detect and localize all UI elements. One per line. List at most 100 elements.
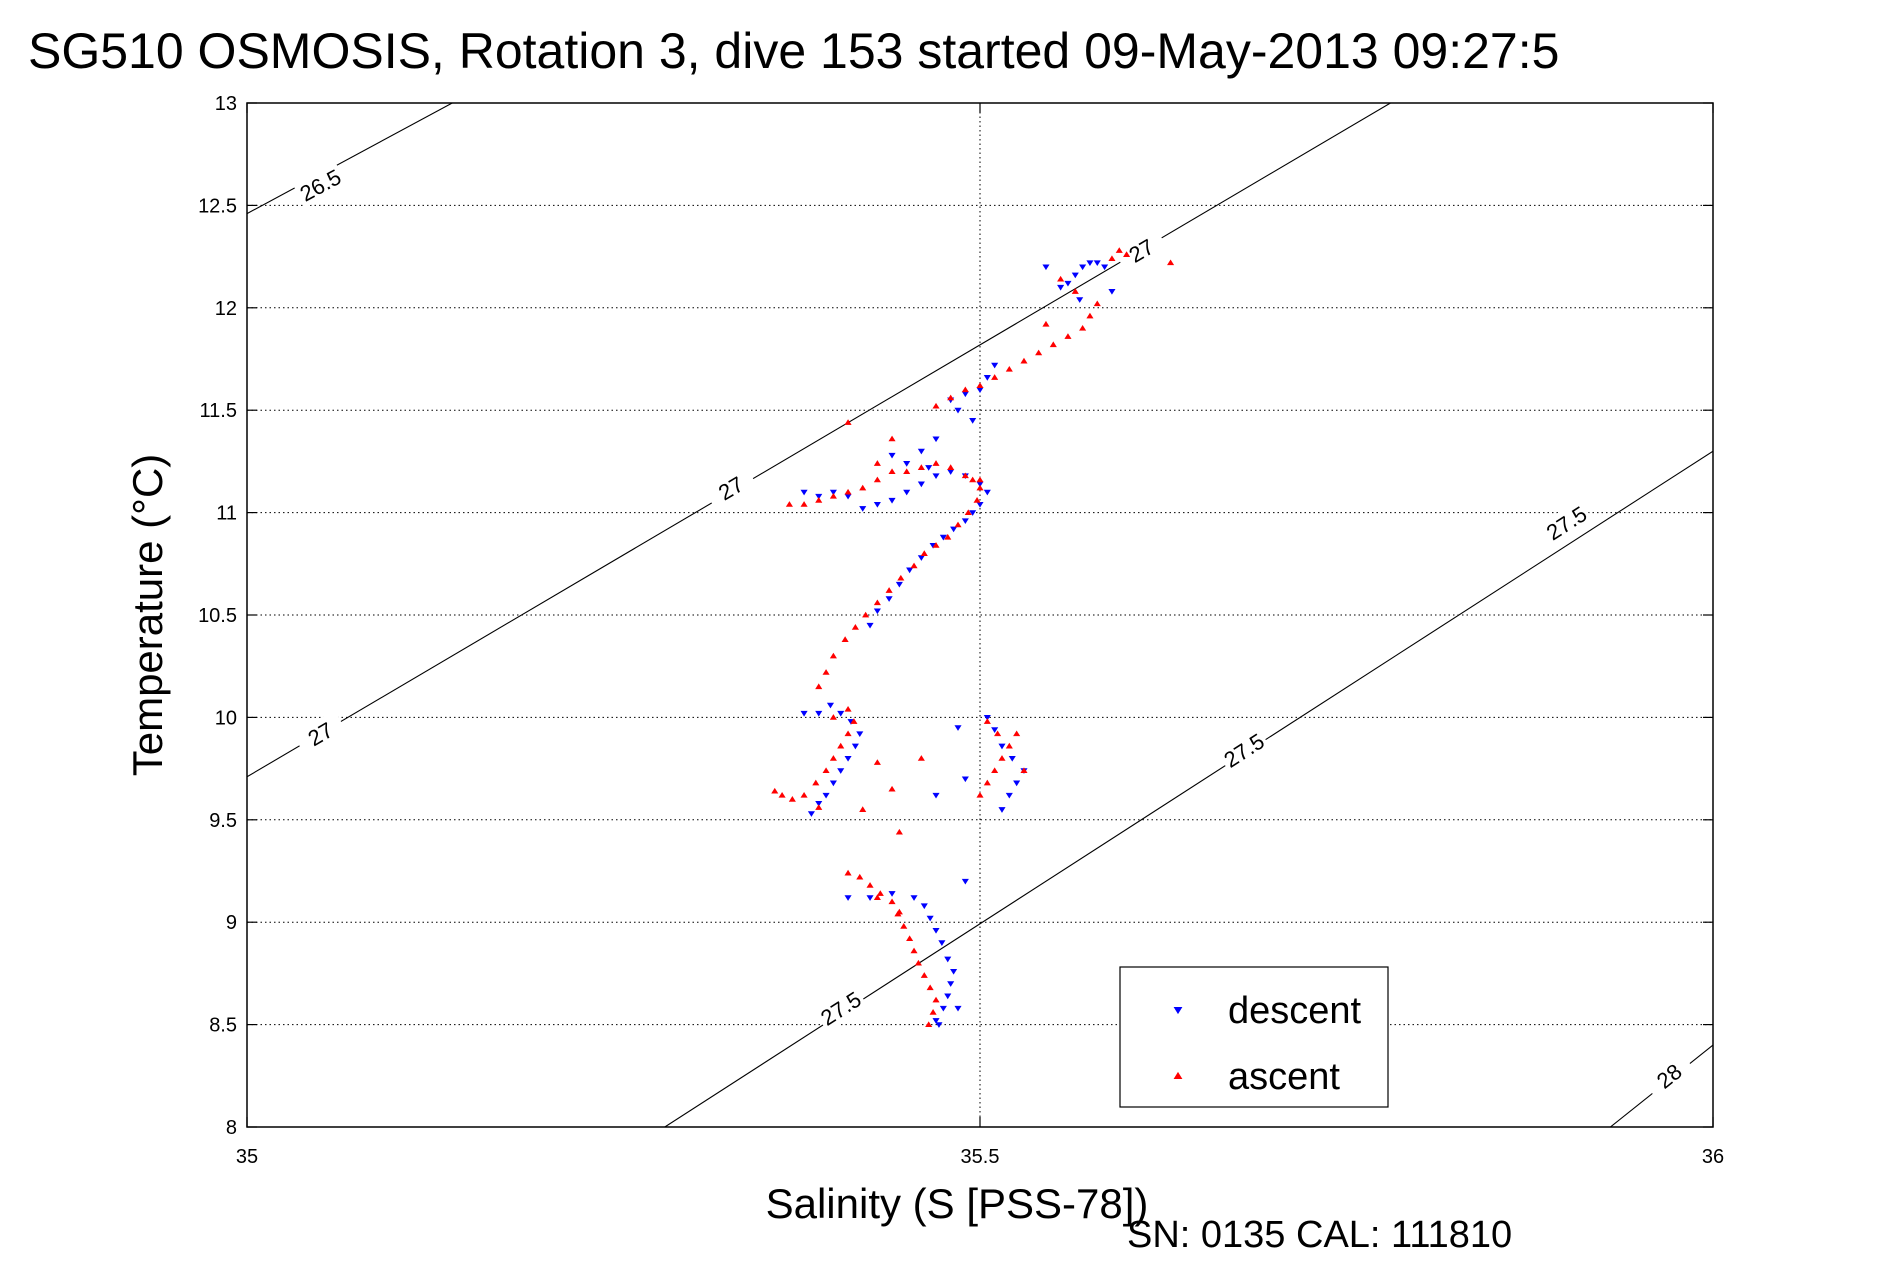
y-tick-label: 9 <box>226 912 237 934</box>
ascent-point <box>1020 767 1028 774</box>
contour-label-bg <box>1216 726 1272 775</box>
ascent-point <box>1013 730 1021 737</box>
descent-point <box>888 452 896 459</box>
ascent-point <box>1079 325 1087 331</box>
legend: descent ascent <box>1119 966 1389 1108</box>
ascent-point <box>873 894 881 901</box>
descent-point <box>866 622 874 629</box>
contour-line-26.5 <box>247 103 453 215</box>
y-tick-label: 12.5 <box>198 195 237 217</box>
ascent-point <box>914 959 922 966</box>
descent-point <box>1108 289 1116 295</box>
ascent-point <box>910 562 918 569</box>
ascent-point <box>920 972 928 978</box>
descent-point <box>932 473 940 480</box>
descent-point <box>1008 755 1016 762</box>
ascent-point <box>1123 251 1131 257</box>
ascent-point <box>829 652 837 659</box>
descent-point <box>983 375 991 381</box>
y-tick-label: 8.5 <box>209 1015 237 1037</box>
ascent-point <box>888 898 896 905</box>
descent-point <box>932 792 940 799</box>
descent-point <box>829 489 837 496</box>
descent-point <box>844 895 852 901</box>
ascent-point <box>983 779 991 786</box>
descent-point <box>1042 264 1050 271</box>
legend-box <box>1119 966 1389 1108</box>
ascent-point <box>1071 288 1079 294</box>
descent-point <box>866 895 874 901</box>
descent-point <box>947 469 955 475</box>
ascent-point <box>829 714 837 720</box>
descent-point <box>932 436 940 443</box>
descent-point <box>935 1022 943 1028</box>
descent-point <box>895 581 903 588</box>
ascent-point <box>1108 255 1116 262</box>
ascent-point <box>873 759 881 765</box>
descent-point <box>815 493 823 500</box>
ascent-point <box>983 718 991 724</box>
ascent-point <box>785 501 793 507</box>
ascent-point <box>844 730 852 737</box>
ascent-point <box>991 767 999 774</box>
descent-point <box>961 391 969 398</box>
descent-point <box>983 714 991 721</box>
ascent-point <box>1035 349 1043 356</box>
descent-point <box>961 878 969 885</box>
y-tick-label: 8 <box>226 1117 237 1139</box>
contour-label-bg <box>293 162 348 208</box>
descent-point <box>837 710 845 717</box>
ascent-point <box>1064 333 1072 339</box>
ascent-point <box>1042 320 1050 327</box>
legend-marker-descent <box>1173 1007 1183 1015</box>
descent-point <box>1005 792 1013 799</box>
y-tick-label: 11.5 <box>200 400 237 422</box>
ascent-point <box>788 796 796 802</box>
ascent-point <box>932 402 940 409</box>
ascent-point <box>925 1021 933 1027</box>
y-tick-label: 12 <box>215 298 237 320</box>
data-points <box>771 247 1175 1028</box>
ascent-point <box>844 705 852 712</box>
ascent-point <box>844 419 852 425</box>
contour-label-bg <box>293 710 348 758</box>
ascent-point <box>903 468 911 475</box>
descent-point <box>991 362 999 369</box>
ascent-point <box>961 472 969 479</box>
ascent-point <box>829 492 837 499</box>
ascent-point <box>944 533 952 540</box>
ascent-point <box>873 599 881 606</box>
ascent-point <box>822 669 830 675</box>
descent-point <box>1079 264 1087 271</box>
ascent-point <box>800 501 808 507</box>
descent-point <box>856 731 864 738</box>
ascent-point <box>888 435 896 442</box>
descent-point <box>888 497 896 504</box>
ascent-point <box>964 509 972 516</box>
descent-point <box>939 1005 947 1012</box>
descent-point <box>815 710 823 717</box>
ascent-point <box>976 382 984 389</box>
ascent-point <box>976 484 984 491</box>
descent-point <box>851 743 859 750</box>
ascent-point <box>906 935 914 941</box>
chart-title: SG510 OSMOSIS, Rotation 3, dive 153 star… <box>28 23 1559 79</box>
ascent-point <box>954 521 962 528</box>
ascent-point <box>929 1009 937 1015</box>
descent-point <box>906 567 914 574</box>
ascent-point <box>812 779 820 786</box>
descent-point <box>950 526 958 533</box>
ascent-point <box>859 806 867 812</box>
descent-point <box>1064 280 1072 287</box>
descent-point <box>822 792 830 799</box>
descent-point <box>1101 264 1109 271</box>
descent-point <box>885 596 893 602</box>
x-tick-label: 36 <box>1702 1146 1724 1168</box>
ascent-point <box>1057 275 1065 282</box>
ascent-point <box>1005 742 1013 749</box>
contour-line-27 <box>247 103 1391 778</box>
ascent-point <box>822 767 830 774</box>
y-axis-label: Temperature (°C) <box>124 454 171 777</box>
